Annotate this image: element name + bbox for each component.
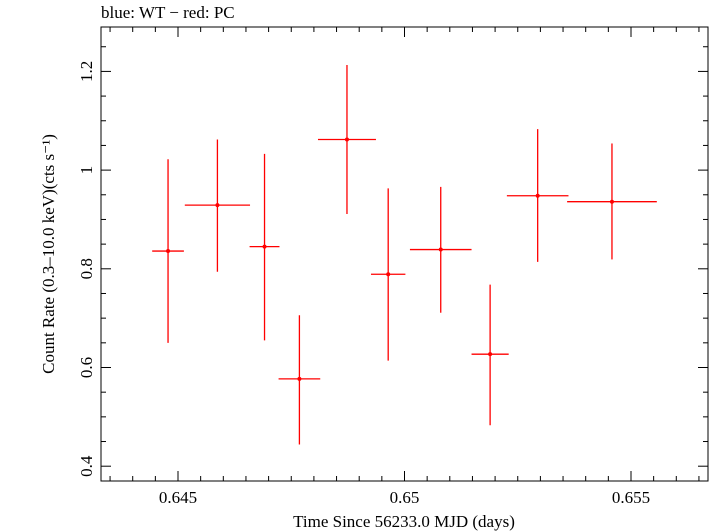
point-marker	[438, 247, 443, 252]
data-point	[278, 315, 321, 445]
data-point	[506, 129, 569, 262]
data-point	[567, 143, 657, 260]
y-tick-label: 1.2	[77, 61, 96, 82]
x-tick-label: 0.65	[390, 488, 420, 507]
plot-frame	[100, 26, 709, 482]
data-point	[370, 188, 406, 361]
data-point	[184, 139, 251, 272]
data-point	[471, 284, 509, 426]
y-tick-label: 0.8	[77, 258, 96, 279]
point-marker	[297, 376, 302, 381]
y-tick-label: 1	[77, 166, 96, 175]
data-point	[409, 186, 472, 313]
point-marker	[535, 193, 540, 198]
data-point	[317, 64, 376, 215]
chart-title: blue: WT − red: PC	[101, 3, 235, 22]
point-marker	[386, 272, 391, 277]
axis-tick-labels: 0.645 0.65 0.655 0.4 0.6 0.8 1 1.2	[77, 61, 650, 507]
point-marker	[344, 137, 349, 142]
y-tick-label: 0.4	[77, 455, 96, 477]
x-tick-label: 0.645	[159, 488, 197, 507]
y-tick-label: 0.6	[77, 357, 96, 378]
x-tick-label: 0.655	[612, 488, 650, 507]
point-marker	[488, 352, 493, 357]
data-points	[152, 64, 657, 445]
data-point	[249, 153, 280, 341]
x-axis-label: Time Since 56233.0 MJD (days)	[293, 512, 515, 531]
data-point	[152, 159, 184, 343]
y-axis-label: Count Rate (0.3–10.0 keV)(cts s⁻¹)	[39, 134, 58, 374]
point-marker	[215, 203, 220, 208]
point-marker	[166, 249, 171, 254]
axis-ticks	[101, 27, 708, 481]
point-marker	[609, 199, 614, 204]
point-marker	[262, 244, 267, 249]
